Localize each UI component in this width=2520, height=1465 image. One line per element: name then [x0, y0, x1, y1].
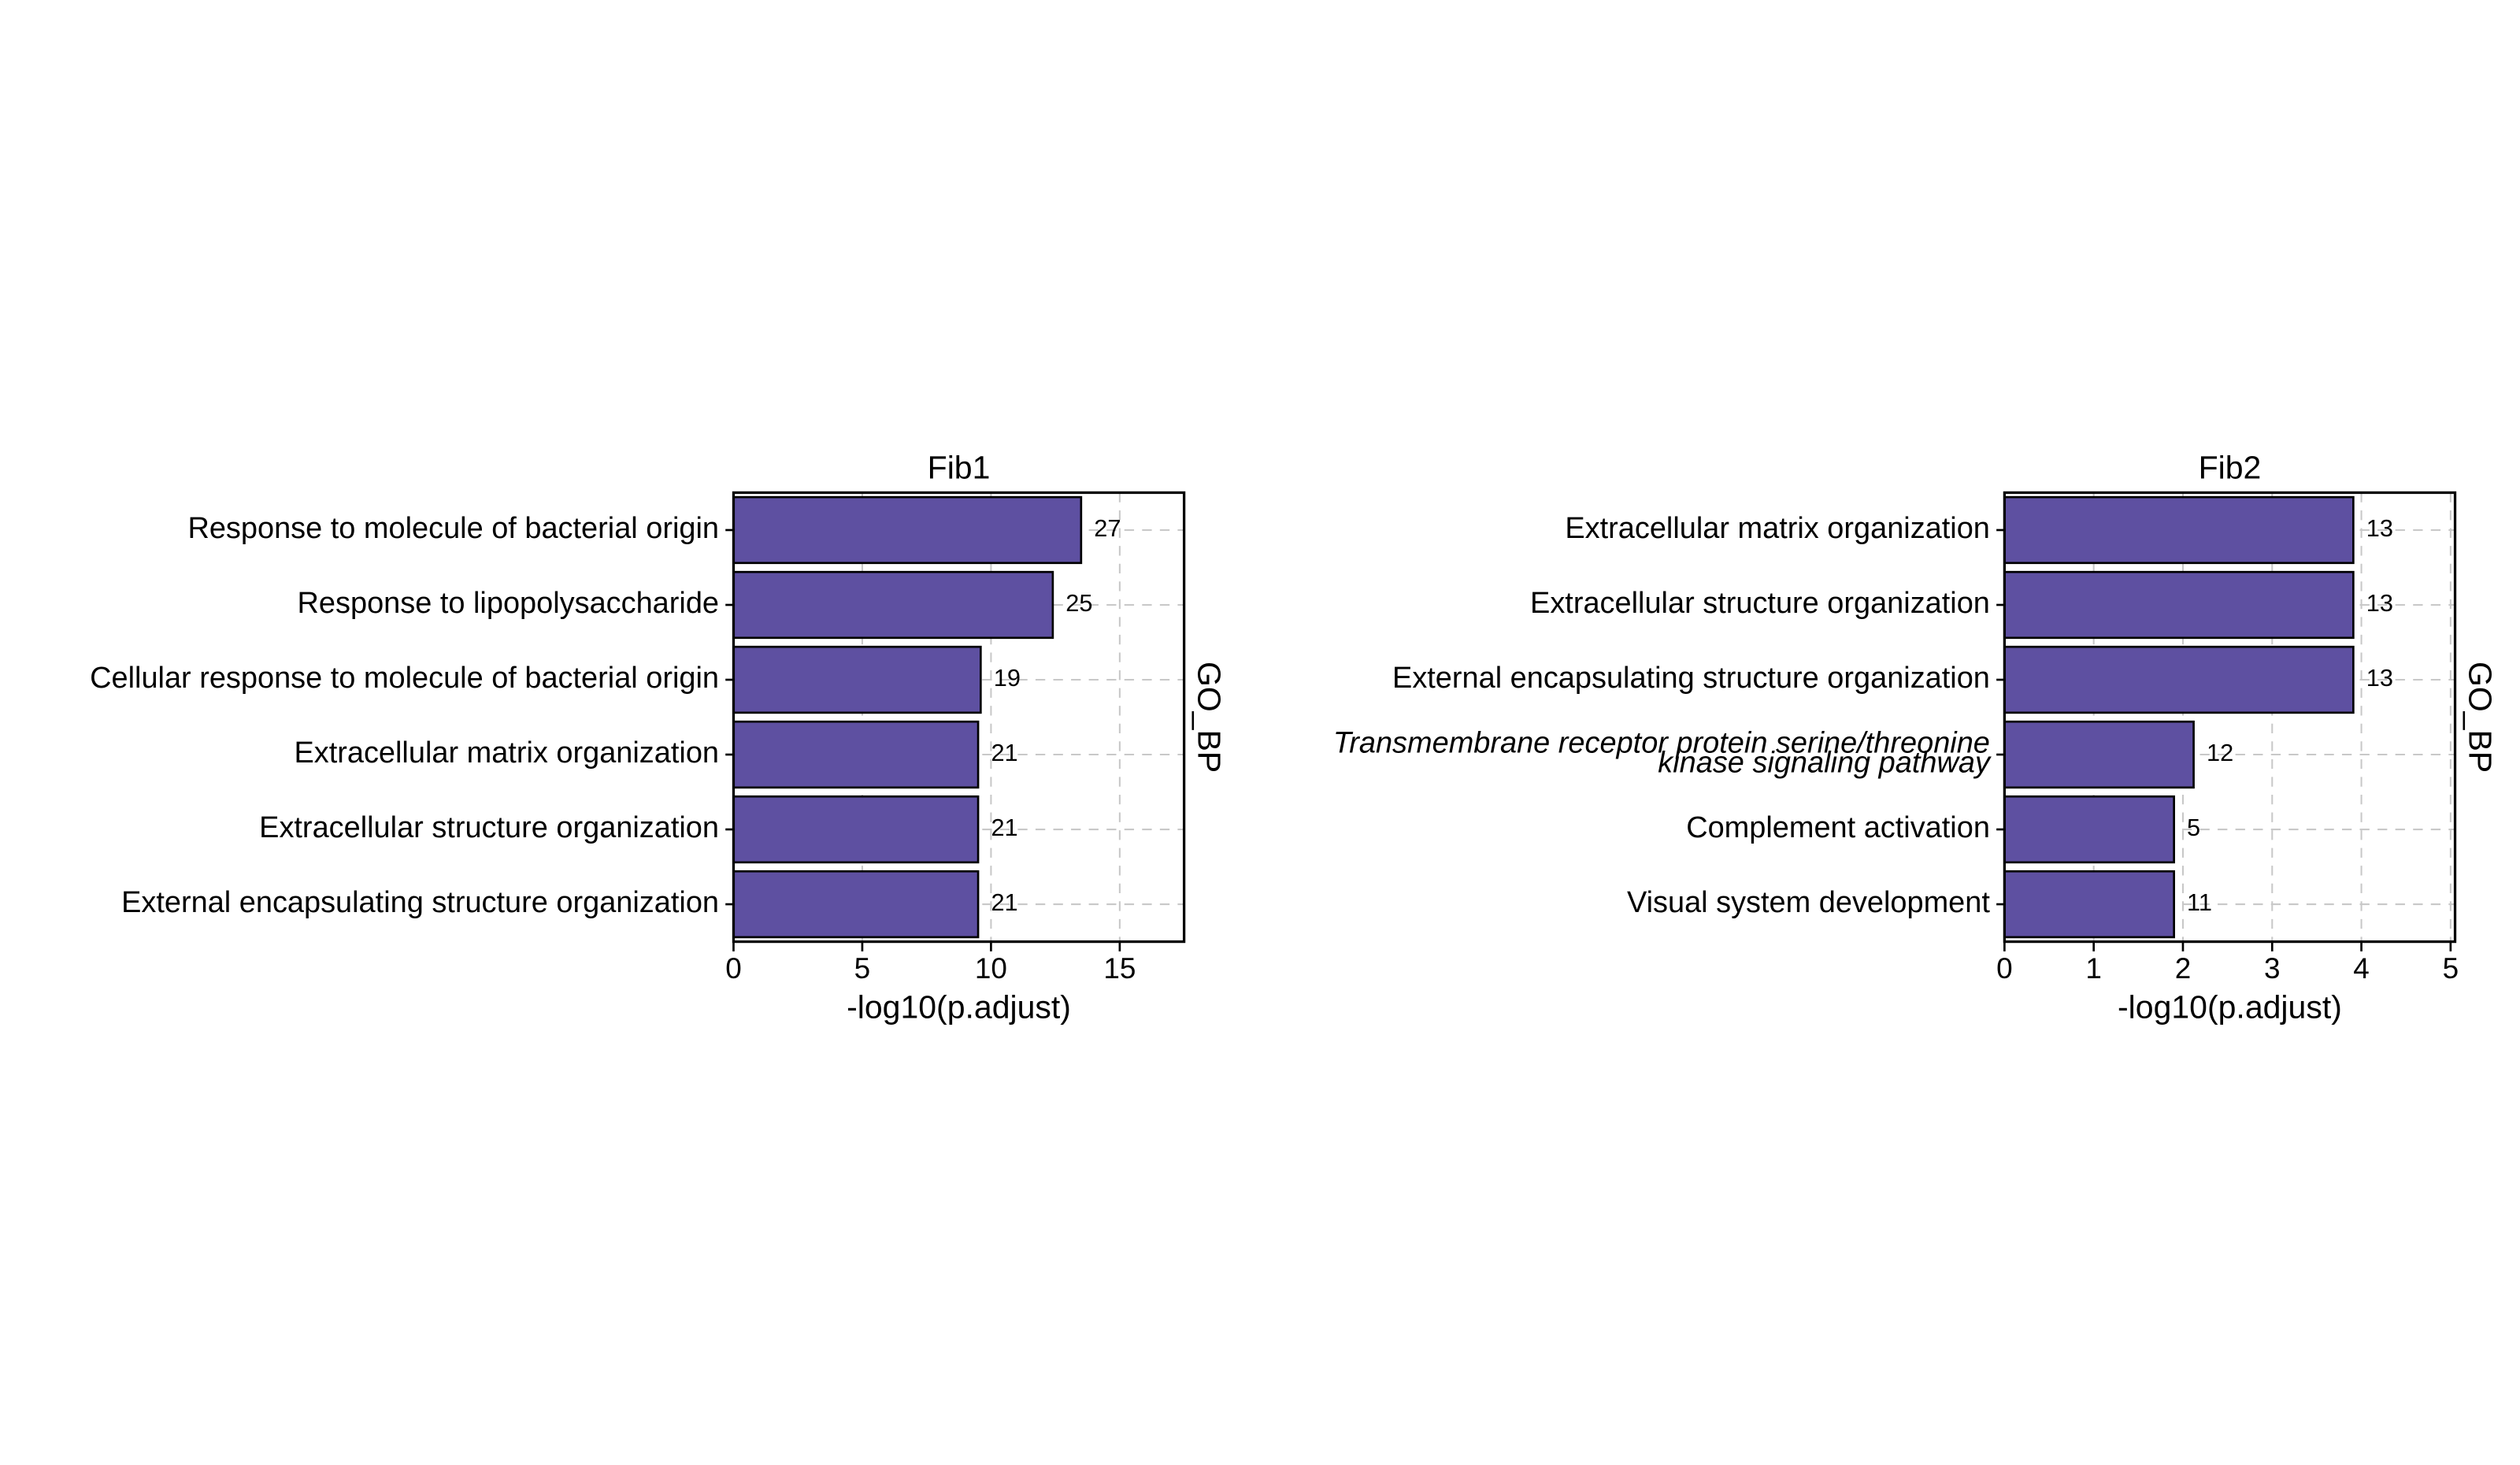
category-label: Extracellular structure organization	[259, 811, 719, 844]
bar	[732, 720, 980, 789]
count-label: 13	[2366, 514, 2393, 542]
bar	[2003, 495, 2355, 565]
bar	[732, 795, 980, 864]
x-tick-label: 0	[725, 952, 742, 985]
panel-title: Fib1	[928, 450, 991, 486]
category-label: Extracellular matrix organization	[1565, 512, 1990, 545]
x-tick-label: 5	[854, 952, 871, 985]
bar	[732, 495, 1083, 565]
category-label: Extracellular structure organization	[1530, 587, 1990, 620]
x-tick-label: 3	[2264, 952, 2281, 985]
bar	[732, 870, 980, 939]
count-label: 21	[991, 814, 1017, 841]
x-tick-label: 1	[2085, 952, 2102, 985]
bar	[2003, 645, 2355, 714]
category-label: Response to lipopolysaccharide	[298, 587, 719, 620]
category-label: Visual system development	[1627, 886, 1990, 919]
x-tick-label: 2	[2175, 952, 2192, 985]
count-label: 19	[994, 664, 1021, 692]
x-tick-label: 15	[1103, 952, 1136, 985]
category-label: Cellular response to molecule of bacteri…	[90, 662, 719, 695]
category-label: Complement activation	[1686, 811, 1990, 844]
count-label: 27	[1094, 514, 1121, 542]
count-label: 13	[2366, 589, 2393, 617]
x-tick-label: 5	[2443, 952, 2459, 985]
count-label: 25	[1065, 589, 1092, 617]
count-label: 11	[2187, 888, 2212, 916]
category-label: External encapsulating structure organiz…	[1392, 662, 1990, 695]
category-label: Response to molecule of bacterial origin	[187, 512, 719, 545]
x-tick-label: 4	[2353, 952, 2370, 985]
panel-title: Fib2	[2199, 450, 2262, 486]
category-label: External encapsulating structure organiz…	[121, 886, 719, 919]
x-axis-title: -log10(p.adjust)	[847, 989, 1071, 1026]
bar	[2003, 570, 2355, 640]
bar	[2003, 720, 2195, 789]
count-label: 13	[2366, 664, 2393, 692]
x-tick-label: 10	[975, 952, 1007, 985]
bar	[732, 645, 982, 714]
count-label: 5	[2187, 814, 2200, 841]
count-label: 21	[991, 739, 1017, 766]
x-tick-label: 0	[1996, 952, 2013, 985]
strip-label: GO_BP	[1191, 662, 1227, 773]
panel-border	[732, 491, 1186, 944]
category-label: Extracellular matrix organization	[294, 736, 719, 770]
bar	[2003, 870, 2175, 939]
panel-border	[2003, 491, 2457, 944]
bar	[732, 570, 1054, 640]
bar	[2003, 795, 2175, 864]
count-label: 12	[2207, 739, 2233, 766]
strip-label: GO_BP	[2462, 662, 2498, 773]
category-label: Transmembrane receptor protein serine/th…	[1333, 727, 1992, 780]
x-axis-title: -log10(p.adjust)	[2118, 989, 2342, 1026]
count-label: 21	[991, 888, 1017, 916]
